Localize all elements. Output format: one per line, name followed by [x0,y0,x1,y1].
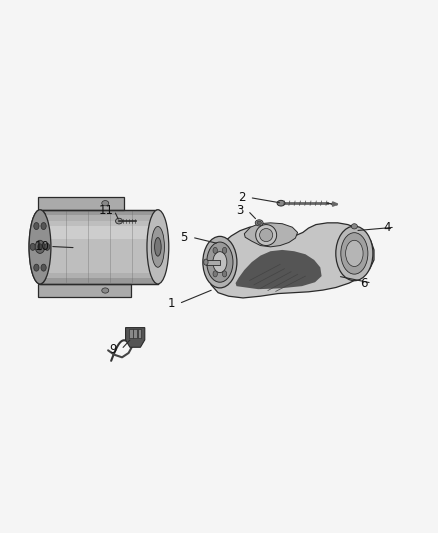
Ellipse shape [351,224,357,229]
Text: 2: 2 [238,191,245,204]
Polygon shape [134,329,137,338]
Polygon shape [332,202,338,206]
Ellipse shape [34,223,39,230]
Ellipse shape [151,227,164,267]
Polygon shape [40,221,158,273]
Polygon shape [138,329,141,338]
Ellipse shape [41,264,46,271]
Text: 10: 10 [35,240,49,253]
Ellipse shape [346,240,363,266]
Ellipse shape [155,238,161,256]
Text: 11: 11 [99,204,114,217]
Ellipse shape [213,247,217,254]
Ellipse shape [29,210,51,284]
Text: 6: 6 [360,277,368,289]
Text: 4: 4 [383,221,391,233]
Ellipse shape [203,236,237,288]
Ellipse shape [336,226,373,281]
Ellipse shape [38,244,42,250]
Polygon shape [236,250,321,289]
Ellipse shape [277,200,285,206]
Ellipse shape [30,244,35,251]
Text: 9: 9 [110,343,117,356]
Polygon shape [206,260,220,265]
Ellipse shape [147,210,169,284]
Ellipse shape [256,224,277,246]
Ellipse shape [45,244,50,251]
Text: 1: 1 [167,297,175,310]
Ellipse shape [204,259,208,265]
Polygon shape [40,215,158,278]
Text: 3: 3 [236,204,244,217]
Ellipse shape [35,240,45,253]
Polygon shape [244,223,297,247]
Ellipse shape [213,252,227,272]
Ellipse shape [260,229,273,241]
Ellipse shape [41,223,46,230]
Polygon shape [38,284,131,297]
Polygon shape [40,210,158,284]
Ellipse shape [207,242,233,282]
Ellipse shape [341,233,368,274]
Text: 5: 5 [180,231,188,244]
Polygon shape [129,329,133,338]
Polygon shape [40,227,158,239]
Ellipse shape [257,221,261,224]
Ellipse shape [102,200,109,206]
Polygon shape [126,328,145,348]
Ellipse shape [29,210,51,284]
Ellipse shape [102,288,109,293]
Ellipse shape [223,247,227,254]
Ellipse shape [116,218,123,224]
Ellipse shape [255,220,263,226]
Ellipse shape [213,271,217,277]
Polygon shape [38,197,124,210]
Ellipse shape [34,264,39,271]
Polygon shape [208,223,374,298]
Ellipse shape [223,271,227,277]
